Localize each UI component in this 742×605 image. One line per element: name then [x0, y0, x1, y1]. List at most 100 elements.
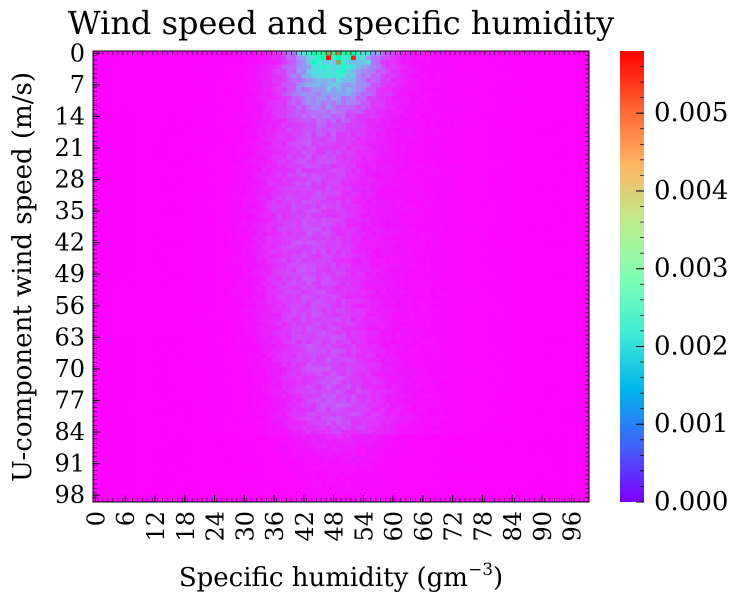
- heatmap-cell: [504, 199, 510, 205]
- heatmap-cell: [564, 240, 570, 246]
- heatmap-cell: [246, 271, 253, 277]
- heatmap-cell: [231, 109, 238, 115]
- heatmap-cell: [564, 123, 570, 129]
- heatmap-cell: [107, 213, 114, 219]
- heatmap-cell: [157, 136, 163, 142]
- heatmap-cell: [509, 240, 515, 246]
- heatmap-cell: [132, 78, 138, 83]
- heatmap-cell: [157, 168, 163, 174]
- heatmap-cell: [231, 163, 238, 169]
- heatmap-cell: [102, 64, 109, 70]
- heatmap-cell: [559, 168, 565, 174]
- heatmap-cell: [559, 55, 565, 61]
- heatmap-cell: [187, 217, 193, 223]
- heatmap-cell: [326, 217, 332, 223]
- heatmap-cell: [455, 222, 461, 228]
- heatmap-cell: [331, 181, 337, 187]
- heatmap-cell: [499, 190, 506, 196]
- heatmap-cell: [291, 136, 297, 142]
- heatmap-cell: [132, 208, 138, 214]
- heatmap-cell: [579, 78, 585, 83]
- heatmap-cell: [93, 132, 99, 138]
- heatmap-cell: [212, 168, 218, 174]
- heatmap-cell: [350, 199, 357, 205]
- heatmap-cell: [519, 163, 525, 169]
- heatmap-cell: [102, 150, 109, 156]
- heatmap-cell: [112, 258, 119, 264]
- heatmap-cell: [162, 222, 168, 228]
- heatmap-cell: [212, 244, 218, 250]
- heatmap-cell: [107, 55, 114, 61]
- heatmap-cell: [484, 73, 491, 79]
- heatmap-cell: [202, 240, 208, 246]
- heatmap-cell: [345, 244, 352, 250]
- heatmap-cell: [117, 51, 124, 56]
- heatmap-cell: [192, 168, 198, 174]
- heatmap-cell: [484, 105, 491, 110]
- heatmap-cell: [380, 195, 386, 201]
- heatmap-cell: [256, 87, 262, 92]
- heatmap-cell: [460, 186, 466, 192]
- heatmap-cell: [271, 231, 277, 237]
- heatmap-cell: [579, 123, 585, 129]
- heatmap-cell: [569, 262, 575, 268]
- heatmap-cell: [430, 267, 436, 273]
- heatmap-cell: [162, 208, 168, 214]
- heatmap-cell: [291, 64, 297, 70]
- heatmap-cell: [534, 87, 540, 92]
- heatmap-cell: [554, 262, 560, 268]
- heatmap-cell: [395, 177, 401, 183]
- heatmap-cell: [440, 118, 446, 124]
- heatmap-cell: [400, 271, 406, 277]
- heatmap-cell: [529, 87, 535, 92]
- heatmap-cell: [336, 181, 342, 187]
- heatmap-cell: [524, 172, 530, 178]
- heatmap-cell: [430, 114, 436, 119]
- heatmap-cell: [276, 204, 282, 210]
- heatmap-cell: [202, 208, 208, 214]
- heatmap-cell: [147, 60, 153, 65]
- heatmap-cell: [152, 141, 158, 147]
- heatmap-cell: [266, 267, 272, 273]
- heatmap-cell: [529, 186, 535, 192]
- heatmap-cell: [534, 145, 540, 151]
- heatmap-cell: [435, 87, 441, 92]
- heatmap-cell: [207, 114, 213, 119]
- heatmap-cell: [504, 249, 510, 255]
- heatmap-cell: [97, 141, 104, 147]
- heatmap-cell: [524, 204, 530, 210]
- heatmap-cell: [207, 195, 213, 201]
- heatmap-cell: [172, 96, 178, 101]
- heatmap-cell: [539, 217, 545, 223]
- heatmap-cell: [336, 118, 342, 124]
- heatmap-cell: [385, 64, 391, 70]
- heatmap-cell: [271, 172, 277, 178]
- heatmap-cell: [539, 204, 545, 210]
- heatmap-cell: [142, 258, 148, 264]
- heatmap-cell: [177, 217, 183, 223]
- heatmap-cell: [544, 91, 550, 97]
- heatmap-cell: [122, 159, 129, 165]
- heatmap-cell: [217, 217, 223, 223]
- heatmap-cell: [504, 172, 510, 178]
- heatmap-cell: [331, 64, 337, 70]
- heatmap-cell: [420, 235, 426, 241]
- heatmap-cell: [539, 181, 545, 187]
- heatmap-cell: [241, 190, 248, 196]
- heatmap-cell: [529, 181, 535, 187]
- heatmap-cell: [261, 154, 267, 160]
- heatmap-cell: [544, 51, 550, 56]
- heatmap-cell: [221, 199, 228, 205]
- heatmap-cell: [365, 132, 372, 138]
- heatmap-cell: [385, 271, 391, 277]
- heatmap-cell: [137, 249, 143, 255]
- heatmap-cell: [256, 109, 262, 115]
- heatmap-cell: [380, 141, 386, 147]
- heatmap-cell: [395, 91, 401, 97]
- heatmap-cell: [360, 190, 367, 196]
- heatmap-cell: [281, 204, 287, 210]
- heatmap-cell: [236, 177, 243, 183]
- heatmap-cell: [341, 159, 347, 165]
- heatmap-cell: [395, 217, 401, 223]
- heatmap-cell: [122, 258, 129, 264]
